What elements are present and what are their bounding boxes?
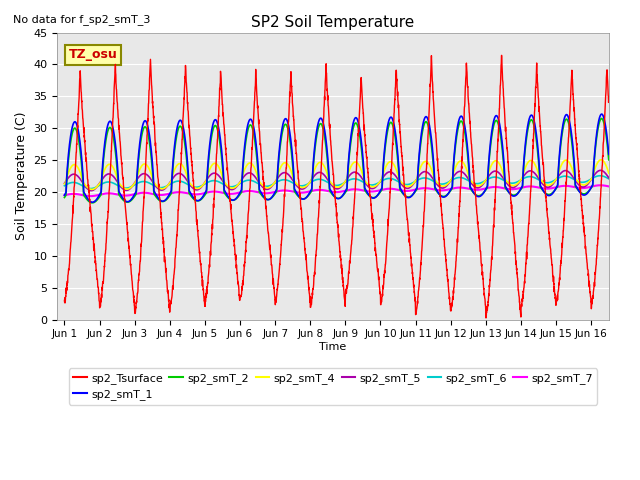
sp2_smT_7 bbox=[595, 182, 602, 188]
sp2_smT_4 bbox=[61, 181, 68, 187]
sp2_smT_1 bbox=[598, 111, 605, 117]
Line: sp2_smT_1: sp2_smT_1 bbox=[65, 114, 609, 202]
sp2_smT_7 bbox=[86, 193, 94, 199]
sp2_smT_5 bbox=[269, 181, 277, 187]
sp2_smT_2 bbox=[598, 116, 605, 121]
Text: No data for f_sp2_smT_3: No data for f_sp2_smT_3 bbox=[13, 14, 150, 25]
sp2_smT_6 bbox=[123, 185, 131, 191]
Text: TZ_osu: TZ_osu bbox=[68, 48, 117, 61]
Line: sp2_smT_5: sp2_smT_5 bbox=[65, 170, 609, 191]
sp2_smT_7 bbox=[155, 192, 163, 198]
sp2_smT_6 bbox=[596, 173, 604, 179]
sp2_smT_7 bbox=[536, 185, 543, 191]
sp2_smT_6 bbox=[155, 185, 163, 191]
sp2_Tsurface bbox=[498, 52, 506, 58]
Line: sp2_smT_6: sp2_smT_6 bbox=[65, 176, 609, 189]
sp2_smT_4 bbox=[155, 185, 163, 191]
sp2_smT_5 bbox=[605, 175, 612, 180]
sp2_smT_7 bbox=[596, 182, 604, 188]
sp2_smT_1 bbox=[293, 191, 301, 196]
sp2_smT_6 bbox=[293, 182, 301, 188]
sp2_smT_1 bbox=[595, 120, 602, 126]
sp2_smT_5 bbox=[155, 186, 163, 192]
Legend: sp2_Tsurface, sp2_smT_1, sp2_smT_2, sp2_smT_4, sp2_smT_5, sp2_smT_6, sp2_smT_7: sp2_Tsurface, sp2_smT_1, sp2_smT_2, sp2_… bbox=[69, 368, 597, 405]
sp2_smT_2 bbox=[155, 197, 163, 203]
sp2_smT_2 bbox=[595, 124, 602, 130]
sp2_Tsurface bbox=[595, 229, 602, 235]
sp2_smT_4 bbox=[536, 175, 543, 181]
sp2_smT_1 bbox=[88, 199, 96, 205]
sp2_Tsurface bbox=[61, 298, 68, 303]
sp2_smT_1 bbox=[605, 151, 612, 157]
sp2_smT_4 bbox=[605, 170, 612, 176]
Line: sp2_Tsurface: sp2_Tsurface bbox=[65, 55, 609, 318]
sp2_smT_2 bbox=[88, 200, 96, 206]
sp2_smT_5 bbox=[88, 188, 95, 193]
sp2_smT_7 bbox=[61, 192, 68, 198]
Line: sp2_smT_7: sp2_smT_7 bbox=[65, 185, 609, 196]
sp2_smT_4 bbox=[595, 159, 602, 165]
Title: SP2 Soil Temperature: SP2 Soil Temperature bbox=[252, 15, 415, 30]
sp2_smT_1 bbox=[536, 168, 543, 173]
Y-axis label: Soil Temperature (C): Soil Temperature (C) bbox=[15, 112, 28, 240]
sp2_Tsurface bbox=[155, 181, 163, 187]
sp2_Tsurface bbox=[536, 116, 543, 122]
sp2_smT_6 bbox=[536, 178, 543, 183]
sp2_smT_1 bbox=[269, 192, 277, 198]
sp2_smT_1 bbox=[61, 192, 68, 198]
sp2_Tsurface bbox=[123, 217, 131, 223]
sp2_smT_5 bbox=[536, 177, 543, 183]
sp2_smT_2 bbox=[61, 194, 68, 200]
sp2_smT_4 bbox=[293, 181, 301, 187]
sp2_smT_6 bbox=[61, 183, 68, 189]
sp2_smT_4 bbox=[269, 181, 277, 187]
sp2_smT_7 bbox=[269, 190, 277, 195]
sp2_Tsurface bbox=[293, 157, 301, 163]
sp2_smT_7 bbox=[293, 190, 301, 195]
sp2_smT_2 bbox=[605, 157, 612, 163]
sp2_smT_4 bbox=[597, 157, 605, 163]
Line: sp2_smT_4: sp2_smT_4 bbox=[65, 160, 609, 190]
sp2_smT_1 bbox=[123, 199, 131, 204]
sp2_smT_6 bbox=[595, 173, 602, 179]
sp2_smT_5 bbox=[595, 168, 602, 174]
sp2_smT_1 bbox=[155, 196, 163, 202]
sp2_smT_2 bbox=[293, 192, 301, 198]
Line: sp2_smT_2: sp2_smT_2 bbox=[65, 119, 609, 203]
sp2_smT_5 bbox=[293, 183, 301, 189]
sp2_smT_6 bbox=[269, 181, 277, 187]
sp2_smT_6 bbox=[87, 186, 95, 192]
sp2_Tsurface bbox=[482, 315, 490, 321]
sp2_smT_4 bbox=[123, 186, 131, 192]
sp2_Tsurface bbox=[269, 282, 277, 288]
sp2_Tsurface bbox=[605, 98, 612, 104]
sp2_smT_7 bbox=[605, 183, 612, 189]
sp2_smT_5 bbox=[596, 168, 604, 173]
sp2_smT_6 bbox=[605, 176, 612, 182]
sp2_smT_7 bbox=[123, 192, 131, 198]
sp2_smT_5 bbox=[123, 188, 131, 193]
sp2_smT_4 bbox=[88, 187, 95, 192]
sp2_smT_2 bbox=[123, 199, 131, 205]
sp2_smT_2 bbox=[536, 173, 543, 179]
sp2_smT_2 bbox=[269, 193, 277, 199]
sp2_smT_5 bbox=[61, 180, 68, 186]
X-axis label: Time: Time bbox=[319, 342, 347, 352]
